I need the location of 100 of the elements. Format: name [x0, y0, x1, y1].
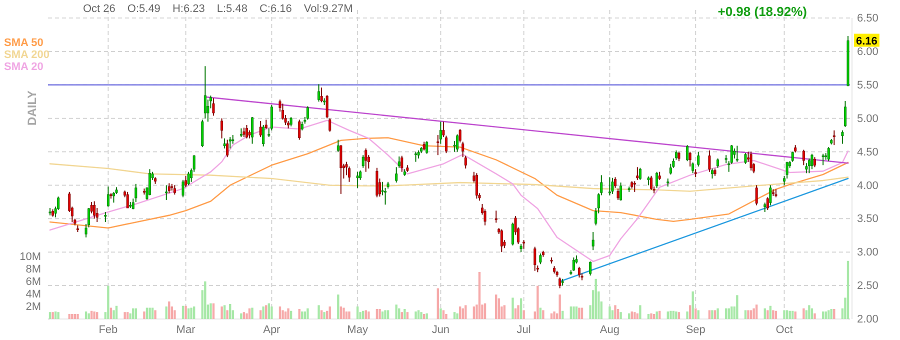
candlestick — [783, 175, 786, 186]
candlestick — [290, 116, 292, 127]
bar — [580, 308, 584, 319]
candlestick — [262, 124, 265, 147]
candlestick — [204, 66, 206, 119]
bar — [711, 310, 714, 319]
bar — [578, 308, 580, 319]
bar — [517, 305, 520, 319]
candlestick — [769, 184, 772, 206]
bar — [229, 304, 232, 319]
candlestick — [614, 176, 616, 188]
text: SMA 50 — [4, 37, 44, 49]
candlestick — [733, 148, 736, 159]
y-tick-label: 6.00 — [857, 46, 878, 58]
bar — [304, 311, 306, 319]
candlestick — [686, 144, 689, 162]
bar — [442, 310, 445, 319]
bar — [539, 308, 542, 319]
bar — [406, 312, 409, 319]
bar — [356, 306, 359, 319]
text: O:5.49 — [127, 3, 160, 15]
candlestick — [364, 148, 368, 172]
candlestick — [592, 232, 594, 251]
y-axis-title: DAILY — [25, 90, 39, 126]
candlestick — [259, 120, 262, 138]
bar — [278, 306, 282, 319]
bar — [478, 272, 481, 319]
bar — [656, 311, 658, 319]
bar — [268, 303, 270, 319]
candlestick — [320, 87, 323, 103]
bar — [788, 310, 791, 319]
bar — [395, 304, 398, 319]
candlestick — [223, 138, 226, 149]
candlestick — [841, 130, 844, 144]
bar — [386, 310, 390, 319]
bar — [282, 310, 284, 319]
bar — [772, 310, 774, 319]
bar — [520, 298, 522, 319]
bar — [340, 306, 342, 319]
candlestick — [226, 139, 229, 158]
bar — [270, 306, 273, 319]
bar — [212, 303, 215, 319]
text: H:6.23 — [172, 3, 205, 15]
candlestick — [539, 252, 542, 265]
bar — [575, 306, 578, 319]
candlestick — [264, 119, 268, 130]
bar — [611, 310, 614, 319]
candlestick — [511, 222, 514, 246]
bar — [284, 311, 287, 319]
bar — [262, 306, 264, 319]
candlestick — [636, 166, 639, 180]
y-tick-label: 3.50 — [857, 213, 878, 226]
bar — [420, 312, 422, 319]
bar — [647, 314, 650, 319]
candlestick — [808, 158, 810, 174]
bar — [558, 294, 561, 319]
candlestick — [439, 121, 442, 144]
bar — [456, 313, 458, 319]
candlestick — [356, 171, 359, 188]
candlestick — [766, 196, 769, 210]
bar — [692, 291, 694, 319]
bar — [614, 305, 616, 319]
bar — [323, 312, 326, 319]
candlestick — [708, 150, 711, 172]
bar — [634, 312, 636, 319]
bar — [686, 311, 688, 319]
y-tick-label: 2.00 — [857, 314, 878, 326]
bar — [220, 306, 223, 319]
x-tick-label: May — [347, 324, 368, 336]
bar — [472, 306, 476, 319]
bar — [512, 298, 514, 319]
bar — [822, 311, 824, 319]
candlestick — [245, 124, 248, 139]
x-tick-label: Sep — [686, 324, 706, 336]
bar — [814, 313, 816, 319]
y-tick-label: 5.50 — [857, 79, 878, 92]
bar — [608, 306, 611, 319]
y-tick-label: 4.00 — [857, 180, 878, 192]
candlestick — [348, 166, 350, 182]
bar — [259, 310, 262, 319]
bar — [464, 305, 467, 319]
bar — [190, 308, 192, 319]
candlestick — [242, 127, 246, 138]
candlestick — [736, 145, 738, 162]
bar — [400, 312, 403, 319]
candlestick — [212, 98, 215, 116]
candlestick — [692, 162, 694, 174]
candlestick — [650, 175, 653, 190]
candlestick — [298, 119, 301, 140]
bar — [824, 311, 827, 319]
candlestick — [827, 146, 830, 162]
bar — [301, 311, 304, 319]
candlestick — [500, 228, 503, 253]
candlestick — [710, 168, 714, 180]
bar — [345, 311, 348, 319]
bar — [318, 305, 320, 319]
candlestick — [678, 151, 680, 162]
bar — [716, 308, 719, 319]
bar — [384, 310, 386, 319]
text: Oct 26 — [83, 3, 116, 15]
